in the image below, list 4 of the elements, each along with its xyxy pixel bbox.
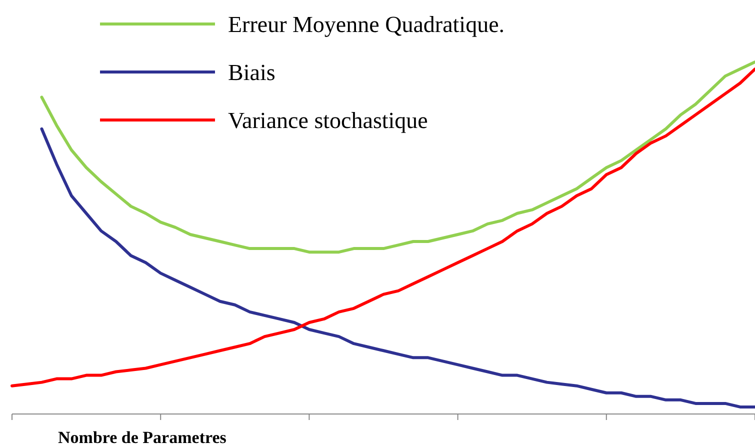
legend-label: Variance stochastique (228, 108, 428, 133)
x-axis-title: Nombre de Parametres (58, 428, 227, 447)
legend-label: Erreur Moyenne Quadratique. (228, 12, 505, 37)
legend-label: Biais (228, 60, 276, 85)
